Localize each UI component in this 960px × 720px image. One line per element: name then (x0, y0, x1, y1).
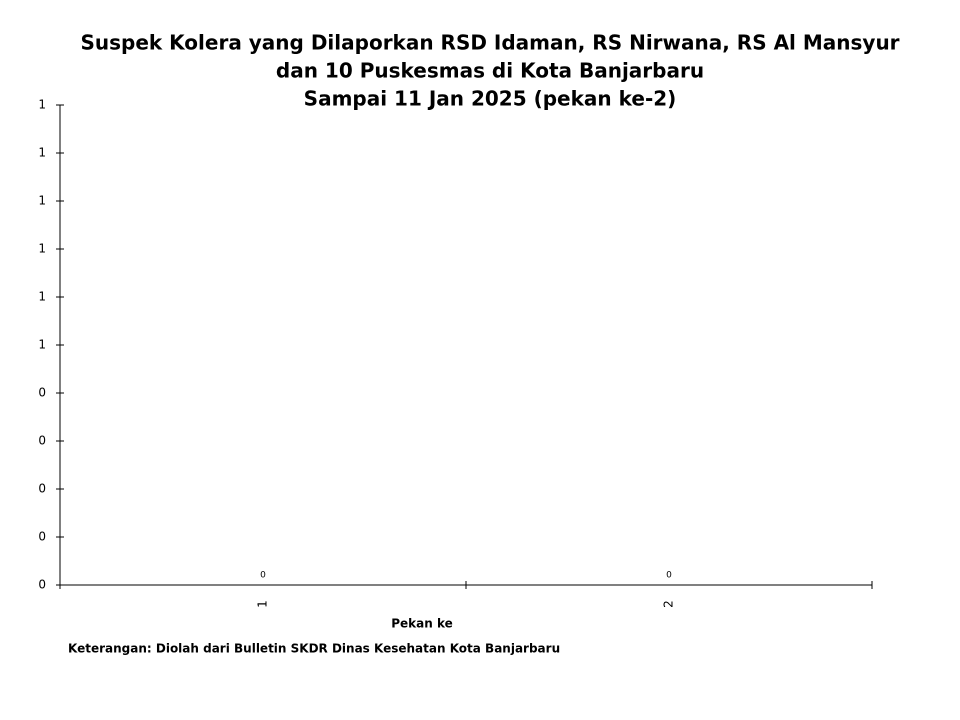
x-tick-label: 2 (662, 600, 676, 608)
y-tick-label: 1 (38, 98, 46, 112)
data-label: 0 (666, 571, 672, 581)
y-tick-label: 0 (38, 578, 46, 592)
x-axis-label: Pekan ke (391, 617, 453, 631)
note: Keterangan: Diolah dari Bulletin SKDR Di… (68, 642, 560, 656)
x-tick-label: 1 (256, 600, 270, 608)
chart-title: Suspek Kolera yang Dilaporkan RSD Idaman… (80, 31, 899, 55)
y-tick-label: 1 (38, 242, 46, 256)
y-tick-label: 0 (38, 386, 46, 400)
y-tick-label: 1 (38, 338, 46, 352)
y-tick-label: 0 (38, 482, 46, 496)
y-tick-label: 0 (38, 530, 46, 544)
y-tick-label: 0 (38, 434, 46, 448)
y-tick-label: 1 (38, 290, 46, 304)
chart-title: dan 10 Puskesmas di Kota Banjarbaru (276, 59, 704, 83)
y-tick-label: 1 (38, 146, 46, 160)
chart-title: Sampai 11 Jan 2025 (pekan ke-2) (304, 87, 677, 111)
y-tick-label: 1 (38, 194, 46, 208)
data-label: 0 (260, 571, 266, 581)
